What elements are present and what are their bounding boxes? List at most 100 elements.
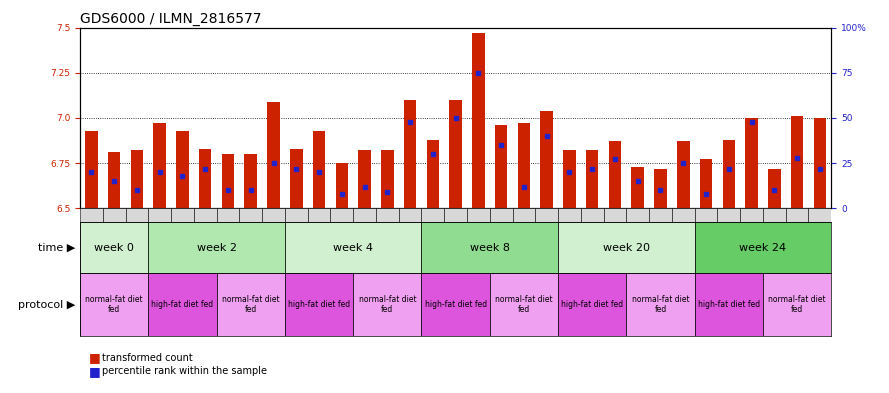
Text: normal-fat diet
fed: normal-fat diet fed bbox=[85, 295, 143, 314]
Bar bbox=[745, 118, 757, 208]
Bar bbox=[284, 222, 421, 273]
Bar bbox=[313, 130, 325, 208]
Text: normal-fat diet
fed: normal-fat diet fed bbox=[632, 295, 689, 314]
Bar bbox=[290, 149, 302, 208]
Bar bbox=[586, 151, 598, 208]
Bar bbox=[148, 222, 284, 273]
Bar bbox=[103, 208, 125, 222]
Bar bbox=[541, 111, 553, 208]
Bar bbox=[353, 273, 421, 336]
Bar bbox=[581, 208, 604, 222]
Bar bbox=[768, 169, 781, 208]
Bar bbox=[171, 208, 194, 222]
Bar bbox=[217, 273, 284, 336]
Bar bbox=[308, 208, 331, 222]
Bar bbox=[763, 208, 786, 222]
Bar bbox=[381, 151, 394, 208]
Bar bbox=[700, 160, 712, 208]
Bar bbox=[467, 208, 490, 222]
Text: week 8: week 8 bbox=[469, 242, 509, 253]
Bar bbox=[262, 208, 284, 222]
Text: week 4: week 4 bbox=[333, 242, 373, 253]
Text: normal-fat diet
fed: normal-fat diet fed bbox=[768, 295, 826, 314]
Bar bbox=[558, 208, 581, 222]
Bar bbox=[517, 123, 530, 208]
Bar bbox=[194, 208, 217, 222]
Bar bbox=[148, 273, 217, 336]
Bar bbox=[694, 273, 763, 336]
Text: normal-fat diet
fed: normal-fat diet fed bbox=[222, 295, 279, 314]
Bar bbox=[558, 273, 627, 336]
Bar bbox=[427, 140, 439, 208]
Text: transformed count: transformed count bbox=[102, 353, 193, 363]
Bar bbox=[717, 208, 741, 222]
Bar bbox=[694, 222, 831, 273]
Bar bbox=[404, 100, 416, 208]
Bar bbox=[244, 154, 257, 208]
Text: week 20: week 20 bbox=[603, 242, 650, 253]
Bar bbox=[217, 208, 239, 222]
Bar bbox=[490, 208, 513, 222]
Bar bbox=[284, 208, 308, 222]
Bar bbox=[791, 116, 804, 208]
Bar bbox=[148, 208, 171, 222]
Bar bbox=[331, 208, 353, 222]
Text: normal-fat diet
fed: normal-fat diet fed bbox=[495, 295, 553, 314]
Bar bbox=[239, 208, 262, 222]
Text: week 24: week 24 bbox=[740, 242, 787, 253]
Bar bbox=[472, 33, 485, 208]
Bar bbox=[672, 208, 694, 222]
Bar bbox=[358, 151, 371, 208]
Bar bbox=[376, 208, 398, 222]
Bar bbox=[131, 151, 143, 208]
Text: high-fat diet fed: high-fat diet fed bbox=[288, 300, 350, 309]
Text: high-fat diet fed: high-fat diet fed bbox=[561, 300, 623, 309]
Bar bbox=[85, 130, 98, 208]
Bar bbox=[490, 273, 558, 336]
Bar bbox=[268, 102, 280, 208]
Bar bbox=[449, 100, 462, 208]
Bar bbox=[677, 141, 690, 208]
Bar bbox=[495, 125, 508, 208]
Bar bbox=[444, 208, 467, 222]
Text: high-fat diet fed: high-fat diet fed bbox=[151, 300, 213, 309]
Bar bbox=[221, 154, 234, 208]
Text: high-fat diet fed: high-fat diet fed bbox=[698, 300, 760, 309]
Text: week 2: week 2 bbox=[196, 242, 236, 253]
Bar bbox=[421, 273, 490, 336]
Text: protocol ▶: protocol ▶ bbox=[19, 299, 76, 310]
Bar bbox=[627, 208, 649, 222]
Bar bbox=[421, 208, 444, 222]
Text: GDS6000 / ILMN_2816577: GDS6000 / ILMN_2816577 bbox=[80, 13, 261, 26]
Bar bbox=[604, 208, 627, 222]
Bar bbox=[513, 208, 535, 222]
Text: week 0: week 0 bbox=[94, 242, 134, 253]
Bar bbox=[154, 123, 166, 208]
Text: percentile rank within the sample: percentile rank within the sample bbox=[102, 366, 268, 376]
Bar bbox=[763, 273, 831, 336]
Bar bbox=[80, 222, 148, 273]
Bar bbox=[627, 273, 694, 336]
Bar bbox=[125, 208, 148, 222]
Bar bbox=[609, 141, 621, 208]
Bar bbox=[631, 167, 644, 208]
Bar bbox=[199, 149, 212, 208]
Bar bbox=[108, 152, 120, 208]
Bar bbox=[694, 208, 717, 222]
Bar bbox=[335, 163, 348, 208]
Text: ■: ■ bbox=[89, 365, 100, 378]
Bar bbox=[535, 208, 558, 222]
Bar bbox=[558, 222, 694, 273]
Text: time ▶: time ▶ bbox=[38, 242, 76, 253]
Bar bbox=[808, 208, 831, 222]
Bar bbox=[284, 273, 353, 336]
Bar bbox=[421, 222, 558, 273]
Bar bbox=[398, 208, 421, 222]
Bar bbox=[353, 208, 376, 222]
Bar bbox=[786, 208, 808, 222]
Text: normal-fat diet
fed: normal-fat diet fed bbox=[358, 295, 416, 314]
Text: high-fat diet fed: high-fat diet fed bbox=[425, 300, 486, 309]
Bar bbox=[80, 273, 148, 336]
Bar bbox=[649, 208, 672, 222]
Bar bbox=[563, 151, 576, 208]
